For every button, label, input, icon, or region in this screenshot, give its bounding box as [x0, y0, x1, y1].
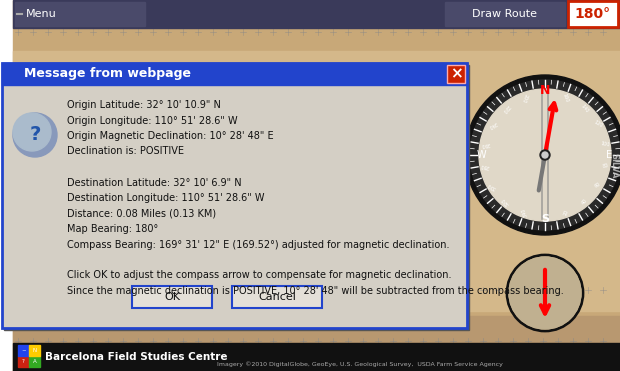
Circle shape [465, 75, 620, 235]
Bar [447, 65, 465, 83]
Bar [603, 353, 610, 361]
Text: ×: × [450, 66, 463, 82]
Text: Origin Magnetic Declination: 10° 28' 48" E: Origin Magnetic Declination: 10° 28' 48"… [67, 131, 273, 141]
Bar [15, 2, 145, 26]
Circle shape [470, 80, 620, 230]
Text: Click OK to adjust the compass arrow to compensate for magnetic declination.: Click OK to adjust the compass arrow to … [67, 270, 451, 280]
Text: 140: 140 [579, 103, 589, 114]
Circle shape [479, 89, 611, 221]
Text: 320: 320 [501, 197, 511, 207]
Text: 240: 240 [487, 120, 497, 129]
Text: 300: 300 [487, 181, 497, 190]
Bar [232, 286, 322, 308]
Text: ?: ? [29, 125, 41, 144]
Bar [554, 353, 561, 361]
Text: 260: 260 [480, 141, 490, 148]
Text: Destination Longitude: 110° 51' 28.6" W: Destination Longitude: 110° 51' 28.6" W [67, 193, 265, 203]
Bar [0, 0, 13, 371]
Bar [13, 343, 620, 371]
Text: Menu: Menu [26, 9, 57, 19]
Bar [477, 353, 484, 361]
Bar [596, 353, 603, 361]
Bar [561, 353, 568, 361]
Bar [484, 353, 491, 361]
Text: 120: 120 [593, 120, 603, 129]
Bar [445, 2, 565, 26]
Text: ?: ? [22, 359, 25, 364]
Circle shape [542, 152, 548, 158]
Bar [13, 0, 620, 28]
Text: Compass Bearing: 169° 31' 12" E (169.52°) adjusted for magnetic declination.: Compass Bearing: 169° 31' 12" E (169.52°… [67, 240, 450, 250]
Text: 340: 340 [520, 207, 528, 217]
Bar [470, 353, 477, 361]
Bar [18, 345, 29, 356]
Bar [568, 1, 618, 27]
Text: Origin Longitude: 110° 51' 28.6" W: Origin Longitude: 110° 51' 28.6" W [67, 115, 237, 125]
Bar [13, 316, 620, 371]
Text: ~: ~ [21, 348, 26, 353]
Bar [575, 353, 582, 361]
Text: W: W [476, 150, 486, 160]
Bar [13, 51, 620, 311]
Circle shape [509, 257, 581, 329]
Text: 280: 280 [480, 162, 490, 169]
Bar [547, 353, 554, 361]
Text: A: A [33, 359, 37, 364]
Bar [132, 286, 212, 308]
Text: Message from webpage: Message from webpage [24, 68, 191, 81]
Text: 60: 60 [594, 182, 602, 189]
Text: Since the magnetic declination is POSITIVE, 10° 28' 48" will be subtracted from : Since the magnetic declination is POSITI… [67, 286, 564, 296]
Text: 160: 160 [562, 92, 570, 103]
Circle shape [13, 113, 51, 151]
Bar [29, 345, 40, 356]
Bar [526, 353, 533, 361]
Text: 20: 20 [562, 209, 569, 216]
Circle shape [13, 113, 57, 157]
Bar [540, 353, 547, 361]
Bar [533, 353, 540, 361]
Text: OK: OK [164, 292, 180, 302]
Text: 100: 100 [600, 141, 610, 148]
Text: 40: 40 [580, 198, 588, 206]
Bar [589, 353, 596, 361]
Bar [519, 353, 526, 361]
Bar [491, 353, 498, 361]
Bar [18, 356, 29, 367]
Bar [2, 63, 467, 85]
Circle shape [540, 150, 550, 160]
Bar [568, 353, 575, 361]
Text: Cancel: Cancel [258, 292, 296, 302]
Text: Destination Latitude: 32° 10' 6.9" N: Destination Latitude: 32° 10' 6.9" N [67, 177, 242, 187]
Bar [505, 353, 512, 361]
Bar [2, 63, 467, 328]
Text: Distance: 0.08 Miles (0.13 KM): Distance: 0.08 Miles (0.13 KM) [67, 209, 216, 219]
Text: E: E [606, 150, 612, 160]
Text: N: N [540, 85, 550, 98]
Text: Draw Route: Draw Route [472, 9, 538, 19]
Bar [4, 65, 469, 330]
Text: S: S [541, 214, 549, 224]
Text: Declination is: POSITIVE: Declination is: POSITIVE [67, 147, 184, 157]
Text: Imagery ©2010 DigitalGlobe, GeoEye, U.S. Geological Survey,  USDA Farm Service A: Imagery ©2010 DigitalGlobe, GeoEye, U.S.… [217, 361, 503, 367]
Text: N: N [32, 348, 37, 353]
Text: 200: 200 [520, 92, 528, 103]
Text: Barcelona Field Studies Centre: Barcelona Field Studies Centre [45, 352, 228, 362]
Text: Origin Latitude: 32° 10' 10.9" N: Origin Latitude: 32° 10' 10.9" N [67, 100, 221, 110]
Text: Map Bearing: 180°: Map Bearing: 180° [67, 224, 158, 234]
Text: 80: 80 [601, 162, 609, 168]
Bar [498, 353, 505, 361]
Text: 220: 220 [501, 103, 511, 114]
Bar [582, 353, 589, 361]
Text: 180°: 180° [575, 7, 611, 21]
Text: SILVA: SILVA [609, 153, 619, 179]
Bar [29, 356, 40, 367]
Bar [512, 353, 519, 361]
